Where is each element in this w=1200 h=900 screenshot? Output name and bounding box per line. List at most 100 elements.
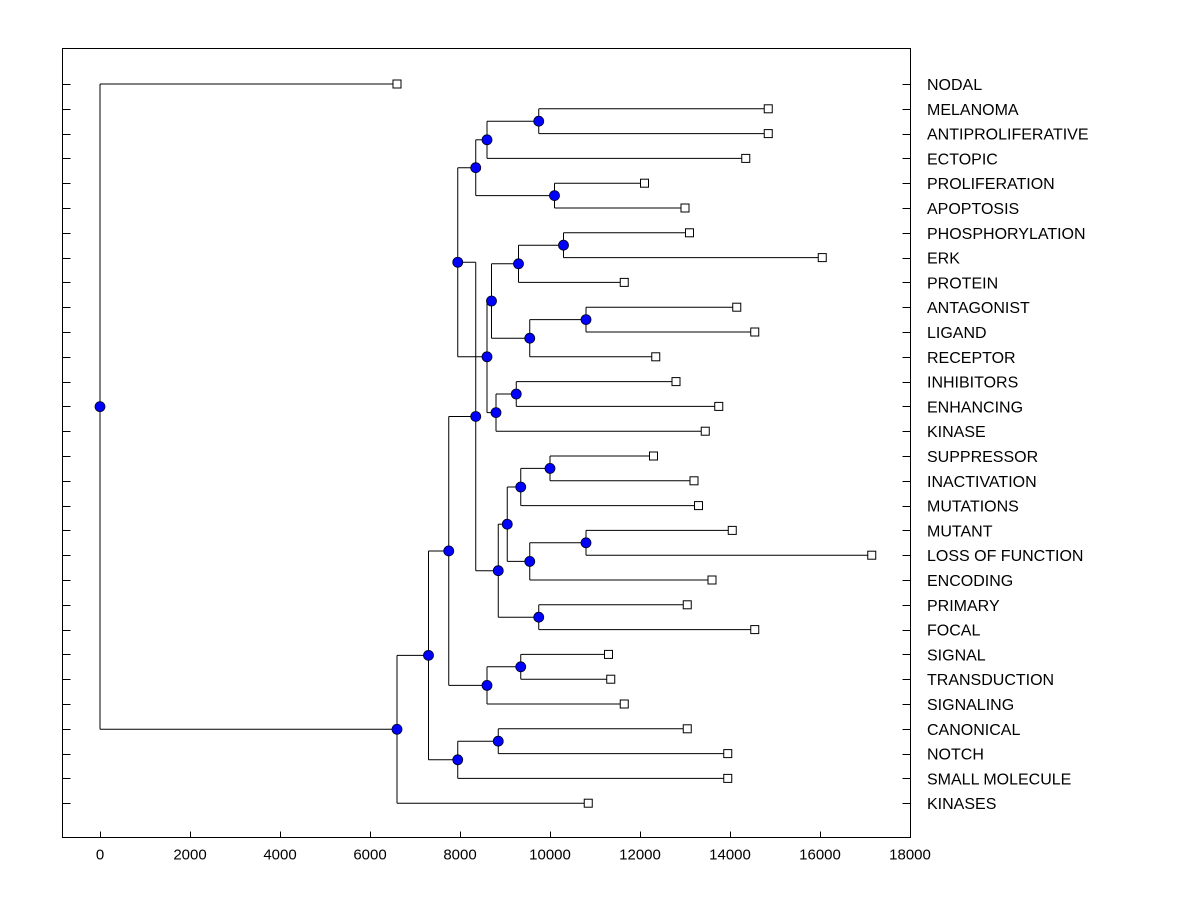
x-tick-label: 0 — [96, 847, 104, 864]
leaf-marker — [741, 153, 751, 163]
merge-node — [470, 411, 482, 422]
leaf-label: SMALL MOLECULE — [927, 771, 1071, 788]
leaf-marker — [392, 79, 402, 89]
leaf-label: INACTIVATION — [927, 474, 1037, 491]
x-tick-label: 16000 — [799, 847, 841, 864]
x-tick-label: 4000 — [263, 847, 296, 864]
merge-node — [533, 115, 545, 127]
x-tick-label: 8000 — [443, 847, 476, 864]
x-tick-label: 18000 — [889, 847, 931, 864]
merge-node — [580, 314, 592, 326]
merge-node — [580, 537, 592, 549]
leaf-label: PRIMARY — [927, 598, 1000, 615]
leaf-label: SIGNALING — [927, 697, 1014, 714]
leaf-marker — [763, 104, 773, 114]
leaf-label: APOPTOSIS — [927, 201, 1019, 218]
x-tick-label: 14000 — [709, 847, 751, 864]
leaf-marker — [750, 327, 760, 337]
leaf-label: ANTAGONIST — [927, 300, 1030, 317]
leaf-labels: NODAL MELANOMA ANTIPROLIFERATIVE ECTOPIC PRO… — [927, 77, 1089, 813]
merge-node — [470, 162, 482, 174]
leaf-label: RECEPTOR — [927, 350, 1016, 367]
merge-node — [515, 481, 527, 493]
leaf-marker — [619, 699, 629, 709]
leaf-label: PROTEIN — [927, 275, 998, 292]
merge-node — [94, 401, 106, 413]
x-tick-label: 2000 — [173, 847, 206, 864]
merge-node — [492, 565, 504, 577]
merge-node — [452, 256, 464, 268]
leaf-label: SIGNAL — [927, 647, 986, 664]
leaf-label: ERK — [927, 251, 960, 268]
leaf-label: ENCODING — [927, 573, 1013, 590]
leaf-label: ANTIPROLIFERATIVE — [927, 127, 1089, 144]
x-axis-tick-labels: 0 2000 4000 6000 8000 10000 12000 14000 16000 180… — [96, 847, 931, 864]
merge-node — [486, 295, 497, 307]
merge-node — [515, 661, 527, 673]
merge-node — [391, 723, 403, 735]
leaf-marker — [606, 674, 616, 684]
merge-node — [490, 407, 502, 419]
left-axis-ticks — [62, 84, 71, 804]
leaf-marker — [619, 277, 629, 287]
leaf-label: PROLIFERATION — [927, 176, 1055, 193]
merge-node — [510, 388, 522, 400]
x-tick-label: 6000 — [353, 847, 386, 864]
x-tick-label: 12000 — [619, 847, 661, 864]
leaf-marker — [649, 451, 658, 461]
merge-node — [558, 239, 569, 251]
leaf-marker — [750, 625, 760, 635]
leaf-marker — [727, 525, 737, 535]
merge-node — [513, 258, 524, 270]
leaf-marker — [671, 377, 681, 387]
leaf-marker — [685, 228, 694, 238]
leaf-label: LOSS OF FUNCTION — [927, 548, 1083, 565]
leaf-marker — [604, 649, 613, 659]
leaf-marker — [651, 352, 661, 362]
x-axis-ticks — [100, 831, 911, 838]
leaf-label: KINASES — [927, 796, 996, 813]
merge-node — [481, 680, 493, 691]
merge-node — [481, 351, 493, 363]
leaf-label: NODAL — [927, 77, 982, 94]
merge-node — [423, 649, 434, 661]
leaf-marker — [763, 129, 773, 139]
leaf-marker — [817, 253, 827, 263]
leaf-marker — [723, 773, 733, 783]
leaf-marker — [723, 749, 733, 759]
leaf-label: MELANOMA — [927, 102, 1019, 119]
leaf-marker — [700, 426, 710, 436]
merge-node — [443, 545, 455, 557]
leaf-label: TRANSDUCTION — [927, 672, 1054, 689]
leaf-label: CANONICAL — [927, 722, 1020, 739]
leaf-markers — [392, 79, 877, 808]
leaf-label: PHOSPHORYLATION — [927, 226, 1086, 243]
merge-node — [524, 332, 536, 344]
leaf-marker — [583, 798, 593, 808]
leaf-marker — [680, 203, 690, 213]
leaf-label: ECTOPIC — [927, 151, 998, 168]
leaf-label: SUPPRESSOR — [927, 449, 1038, 466]
merge-node — [452, 754, 464, 766]
leaf-marker — [689, 476, 699, 486]
x-tick-label: 10000 — [529, 847, 571, 864]
merge-node — [481, 134, 493, 146]
leaf-marker — [707, 575, 717, 585]
leaf-label: ENHANCING — [927, 399, 1023, 416]
leaf-marker — [714, 401, 724, 411]
leaf-marker — [640, 178, 649, 188]
plot-frame — [62, 48, 911, 838]
leaf-label: MUTATIONS — [927, 499, 1019, 516]
leaf-label: LIGAND — [927, 325, 987, 342]
leaf-label: FOCAL — [927, 623, 980, 640]
branch-lines — [99, 83, 872, 804]
right-axis-ticks — [902, 84, 911, 804]
merge-node — [544, 462, 556, 474]
merge-node — [533, 611, 545, 623]
merge-node — [549, 190, 560, 202]
leaf-marker — [682, 724, 692, 734]
leaf-marker — [694, 501, 703, 511]
leaf-label: NOTCH — [927, 747, 984, 764]
leaf-label: INHIBITORS — [927, 375, 1018, 392]
